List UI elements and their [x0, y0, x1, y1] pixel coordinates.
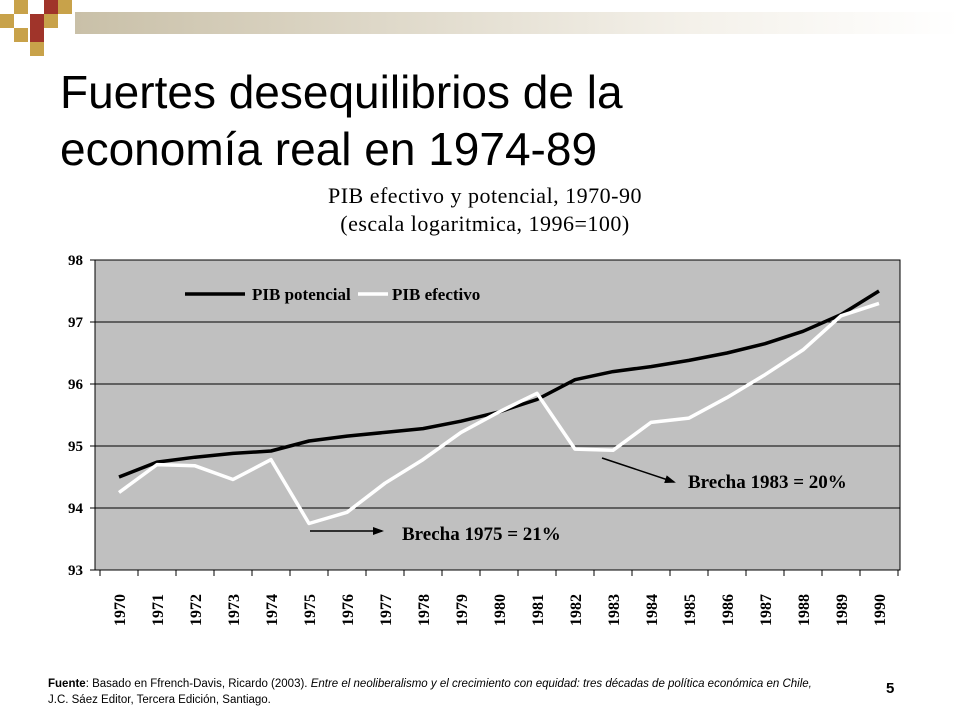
y-tick-label: 95 — [68, 439, 83, 455]
chart-title: PIB efectivo y potencial, 1970-90 — [327, 183, 643, 208]
deco-square-gold — [0, 14, 14, 28]
annotation-label: Brecha 1983 = 20% — [688, 472, 847, 493]
y-tick-label: 96 — [68, 377, 84, 393]
chart-subtitle: (escala logaritmica, 1996=100) — [340, 211, 630, 236]
x-tick-label: 1984 — [644, 594, 661, 626]
source-text-1: : Basado en Ffrench-Davis, Ricardo (2003… — [85, 678, 311, 690]
y-tick-label: 98 — [68, 253, 83, 269]
x-tick-label: 1972 — [188, 594, 205, 626]
x-tick-label: 1977 — [378, 594, 395, 626]
x-tick-label: 1982 — [568, 594, 585, 626]
page-number: 5 — [886, 680, 895, 697]
x-tick-label: 1989 — [834, 594, 851, 626]
slide-title-line1: Fuertes desequilibrios de la — [60, 66, 623, 118]
legend-label: PIB potencial — [252, 285, 351, 304]
x-tick-label: 1979 — [454, 594, 471, 626]
source-label: Fuente — [48, 678, 86, 690]
x-tick-label: 1978 — [416, 594, 433, 626]
annotation-arrow-head — [373, 527, 384, 535]
x-tick-label: 1973 — [226, 594, 243, 626]
y-tick-label: 93 — [68, 563, 83, 579]
deco-square-red — [44, 0, 58, 14]
source-note: Fuente: Basado en Ffrench-Davis, Ricardo… — [48, 676, 828, 708]
annotation-arrow-head — [664, 475, 676, 483]
y-tick-label: 97 — [68, 315, 84, 331]
series-line-pib-efectivo — [117, 301, 880, 526]
x-tick-label: 1971 — [150, 594, 167, 626]
x-tick-label: 1976 — [340, 594, 357, 626]
x-tick-label: 1988 — [796, 594, 813, 626]
deco-square-gold — [14, 28, 28, 42]
x-tick-label: 1975 — [302, 594, 319, 626]
deco-square-gold — [58, 0, 72, 14]
x-tick-label: 1983 — [606, 594, 623, 626]
x-tick-label: 1985 — [682, 594, 699, 626]
deco-square-red — [30, 14, 44, 28]
source-italic: Entre el neoliberalismo y el crecimiento… — [310, 678, 812, 690]
plot-area — [94, 259, 901, 571]
x-tick-label: 1986 — [720, 594, 737, 626]
annotation-arrow-line — [601, 457, 675, 483]
legend-label: PIB efectivo — [392, 285, 480, 304]
slide-title: Fuertes desequilibrios de la economía re… — [60, 64, 920, 178]
deco-square-gold — [44, 14, 58, 28]
slide-title-line2: economía real en 1974-89 — [60, 123, 598, 175]
x-tick-label: 1990 — [872, 594, 889, 626]
corner-decoration — [0, 0, 72, 56]
chart-heading: PIB efectivo y potencial, 1970-90 (escal… — [140, 182, 830, 238]
x-tick-label: 1987 — [758, 594, 775, 626]
header-bar — [75, 12, 960, 34]
deco-square-gold — [30, 42, 44, 56]
x-tick-label: 1981 — [530, 594, 547, 626]
x-tick-label: 1980 — [492, 594, 509, 626]
deco-square-gold — [14, 0, 28, 14]
deco-square-red — [30, 28, 44, 42]
x-tick-label: 1970 — [112, 594, 129, 626]
annotation-label: Brecha 1975 = 21% — [402, 524, 561, 545]
x-tick-label: 1974 — [264, 594, 281, 626]
y-tick-label: 94 — [68, 501, 84, 517]
source-text-2: J.C. Sáez Editor, Tercera Edición, Santi… — [48, 694, 271, 706]
